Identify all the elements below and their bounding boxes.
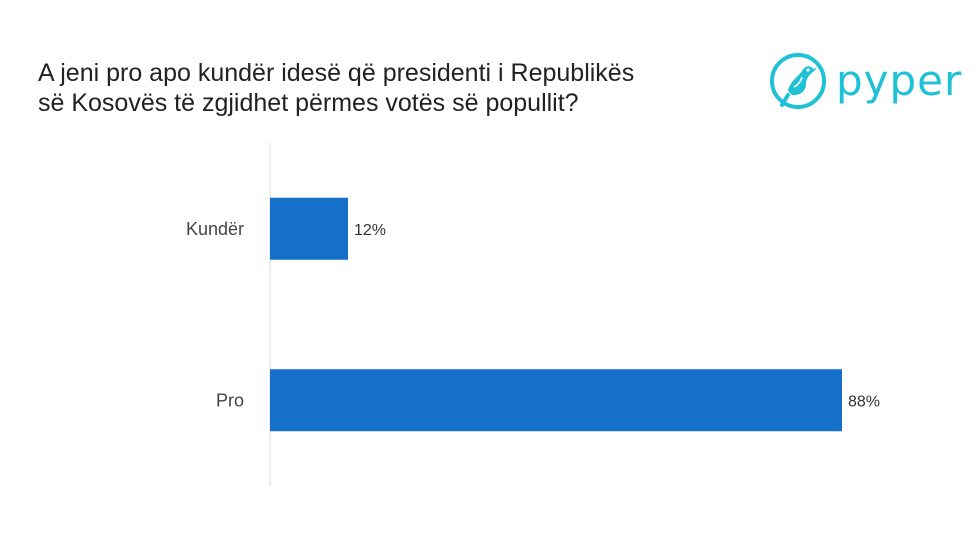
category-label-pro: Pro <box>216 390 244 410</box>
bar-kund-r <box>270 197 348 260</box>
brand-name: pyper <box>836 56 963 105</box>
bar-pro <box>270 369 842 432</box>
brand-logo: pyper <box>768 50 962 112</box>
bird-in-circle-icon <box>770 53 826 109</box>
chart-title-line-2: së Kosovës të zgjidhet përmes votës së p… <box>38 89 579 117</box>
chart-title: A jeni pro apo kundër idesë që president… <box>38 58 758 118</box>
value-label-kund-r: 12% <box>354 222 386 239</box>
value-label-pro: 88% <box>848 393 880 410</box>
logo-ring <box>770 53 826 109</box>
chart-title-line-1: A jeni pro apo kundër idesë që president… <box>38 59 635 87</box>
category-label-kund-r: Kundër <box>186 219 244 239</box>
